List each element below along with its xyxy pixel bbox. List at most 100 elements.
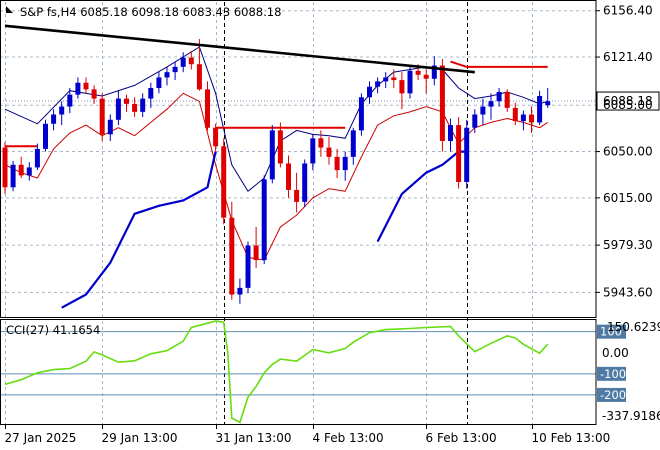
candle-body <box>334 156 340 171</box>
candle-body <box>464 127 470 182</box>
candle-body <box>140 98 146 112</box>
candle <box>504 89 510 112</box>
candle <box>269 125 275 184</box>
candle <box>75 77 81 99</box>
candle <box>180 52 186 73</box>
candle-body <box>367 86 372 98</box>
candle <box>140 93 146 118</box>
x-tick-label: 10 Feb 13:00 <box>532 431 611 445</box>
candle-body <box>188 57 194 65</box>
candle-body <box>294 189 300 202</box>
candle <box>172 61 178 81</box>
candle-body <box>350 130 356 157</box>
candle <box>302 159 308 208</box>
candle <box>294 172 300 213</box>
candle <box>529 106 534 134</box>
y-tick-label: 6121.40 <box>603 50 653 64</box>
cci-level-box <box>597 324 626 339</box>
candle <box>448 118 453 152</box>
candle-body <box>488 101 494 107</box>
candle-body <box>124 98 129 104</box>
candle <box>464 119 470 189</box>
candle <box>132 97 138 118</box>
candle <box>480 98 486 126</box>
candle-body <box>342 156 348 171</box>
candle <box>156 72 162 94</box>
y-tick-label: 5943.60 <box>603 285 653 299</box>
header-sep: , <box>57 5 61 19</box>
cci-name: CCI(27) <box>6 323 49 337</box>
candle-body <box>261 179 267 261</box>
candle <box>213 123 219 152</box>
resistance-line <box>450 60 548 68</box>
candle <box>423 69 429 94</box>
candle-body <box>34 148 40 168</box>
candle-body <box>75 82 81 95</box>
candle <box>67 88 73 114</box>
candle <box>310 134 316 171</box>
candle <box>456 117 462 189</box>
candle-body <box>10 164 16 188</box>
candle-body <box>205 89 210 128</box>
candle <box>472 109 478 134</box>
candle <box>520 110 526 131</box>
candle <box>221 138 227 225</box>
candle-body <box>156 77 162 89</box>
candle <box>10 160 16 192</box>
candle <box>286 155 291 198</box>
candle-body <box>423 74 429 79</box>
candle <box>488 93 494 120</box>
candle <box>367 81 372 104</box>
candle-body <box>277 130 283 164</box>
candle-body <box>253 245 259 261</box>
chart-menu-icon <box>6 6 13 13</box>
candle-body <box>43 123 48 149</box>
candle-body <box>286 163 291 190</box>
candle-body <box>59 106 65 115</box>
candle-body <box>51 114 57 124</box>
candle <box>83 77 89 94</box>
candle-body <box>83 82 89 90</box>
x-tick-label: 6 Feb 13:00 <box>426 431 497 445</box>
candle <box>43 119 48 152</box>
header-low: 6083.43 <box>183 5 231 19</box>
cci-level-box <box>597 366 626 381</box>
candle-body <box>18 164 24 176</box>
candle <box>237 278 243 304</box>
cci-value: 41.1654 <box>53 323 101 337</box>
candle <box>545 88 551 108</box>
candle <box>342 151 348 181</box>
candle-body <box>529 114 534 123</box>
candle <box>350 127 356 165</box>
candle-body <box>237 287 243 295</box>
candle <box>205 81 210 131</box>
candle-body <box>2 147 8 188</box>
candle-body <box>358 97 364 131</box>
cci-y-tick-label: 0.00 <box>602 346 629 360</box>
candle-body <box>180 57 186 67</box>
y-tick-label: 6050.00 <box>603 145 653 159</box>
candle-body <box>480 106 486 115</box>
candle-body <box>148 88 154 99</box>
candle <box>229 201 235 300</box>
candle <box>196 39 202 91</box>
candle-body <box>213 127 219 147</box>
candle-body <box>310 138 316 164</box>
cci-pane-frame <box>0 319 597 425</box>
cci-y-tick-label: -337.9186 <box>602 409 660 423</box>
header-close: 6088.18 <box>234 5 282 19</box>
candle-body <box>318 138 324 148</box>
candle <box>253 227 259 269</box>
candle <box>318 130 324 157</box>
candle-body <box>269 130 275 180</box>
candle <box>59 101 65 126</box>
current-price-label: 6088.18 <box>603 94 653 108</box>
candle-body <box>537 95 543 123</box>
candle <box>326 137 332 165</box>
candle-body <box>326 147 332 157</box>
candle-body <box>399 80 405 94</box>
cci-level-box <box>597 387 626 402</box>
candle <box>407 66 413 99</box>
y-tick-label: 6015.00 <box>603 191 653 205</box>
